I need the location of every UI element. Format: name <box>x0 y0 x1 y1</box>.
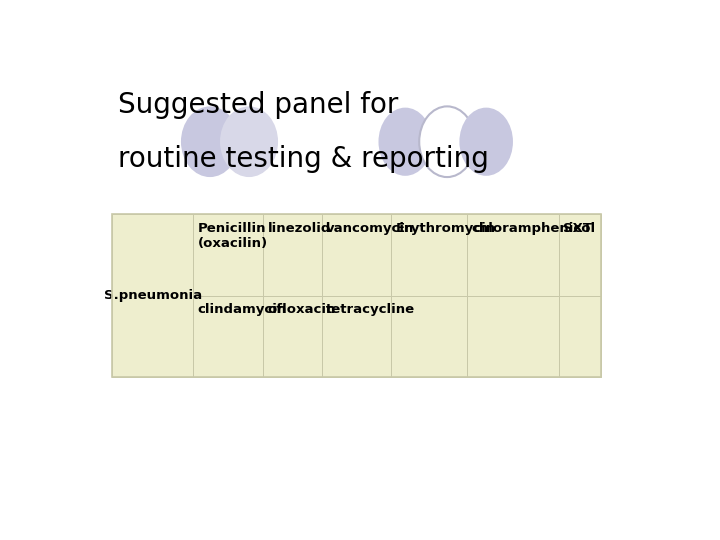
Ellipse shape <box>220 106 278 177</box>
Bar <box>559 295 600 377</box>
Bar <box>263 214 322 295</box>
Bar <box>467 295 559 377</box>
Bar <box>112 295 193 377</box>
Bar <box>322 214 392 295</box>
Bar <box>193 214 263 295</box>
Ellipse shape <box>419 106 475 177</box>
Text: routine testing & reporting: routine testing & reporting <box>118 145 489 173</box>
Bar <box>322 295 392 377</box>
Bar <box>112 214 600 377</box>
Bar <box>263 295 322 377</box>
Bar <box>559 214 600 295</box>
Bar <box>392 214 467 295</box>
Bar <box>193 295 263 377</box>
Text: tetracycline: tetracycline <box>326 303 415 316</box>
Text: ofloxacin: ofloxacin <box>267 303 336 316</box>
Text: linezolid: linezolid <box>267 222 330 235</box>
Bar <box>392 295 467 377</box>
Text: Penicillin
(oxacilin): Penicillin (oxacilin) <box>198 222 268 250</box>
Bar <box>467 214 559 295</box>
Text: chloramphenicol: chloramphenicol <box>471 222 595 235</box>
Text: clindamycin: clindamycin <box>198 303 287 316</box>
Ellipse shape <box>459 107 513 176</box>
Text: Erythromycin: Erythromycin <box>396 222 496 235</box>
Text: SXT: SXT <box>563 222 592 235</box>
Text: vancomycin: vancomycin <box>326 222 415 235</box>
Bar <box>112 214 193 377</box>
Text: Suggested panel for: Suggested panel for <box>118 91 398 119</box>
Bar <box>112 214 193 295</box>
Text: S.pneumonia: S.pneumonia <box>104 289 202 302</box>
Ellipse shape <box>379 107 432 176</box>
Ellipse shape <box>181 106 239 177</box>
